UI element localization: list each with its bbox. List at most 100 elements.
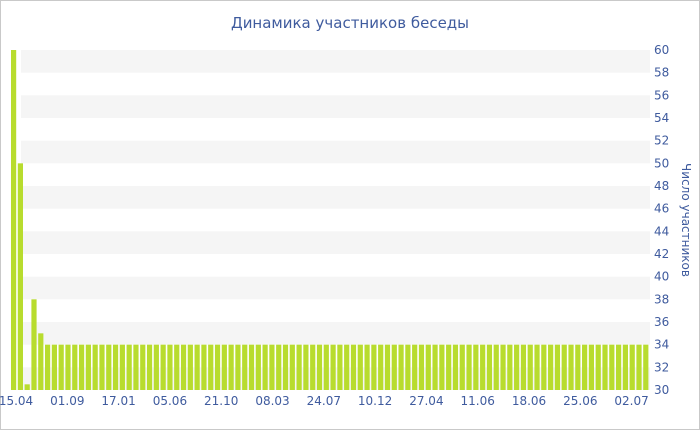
bar	[187, 344, 193, 390]
bar	[208, 344, 214, 390]
bar	[541, 344, 547, 390]
y-tick-label: 46	[654, 202, 669, 216]
bar	[201, 344, 207, 390]
bar	[643, 344, 649, 390]
bar	[133, 344, 139, 390]
bar	[310, 344, 316, 390]
grid-band	[21, 276, 650, 300]
bar	[561, 344, 567, 390]
bar	[289, 344, 295, 390]
bar	[554, 344, 561, 390]
bar	[146, 344, 153, 390]
bar	[167, 344, 173, 390]
x-tick-label: 17.01	[101, 394, 135, 408]
bar	[160, 344, 166, 390]
bar	[425, 344, 431, 390]
y-tick-label: 30	[654, 383, 669, 397]
y-tick-label: 42	[654, 247, 669, 261]
bar	[350, 344, 357, 390]
bar	[65, 344, 71, 390]
x-tick-label: 27.04	[409, 394, 443, 408]
grid-band	[21, 186, 650, 209]
grid-band	[21, 140, 650, 164]
bar	[514, 344, 520, 390]
bar	[520, 344, 527, 390]
x-tick-label: 05.06	[153, 394, 187, 408]
grid-band	[21, 95, 650, 118]
x-axis-ticks: 15.04 01.09 17.01 05.06 21.10 08.03 24.07 10.12…	[0, 394, 649, 408]
bar	[235, 344, 241, 390]
bar	[486, 344, 493, 390]
x-tick-label: 02.07	[614, 394, 648, 408]
bar	[194, 344, 200, 390]
x-tick-label: 24.07	[307, 394, 341, 408]
bar	[255, 344, 261, 390]
bar	[180, 344, 187, 390]
bar	[85, 344, 91, 390]
bar	[466, 344, 472, 390]
bar	[588, 344, 595, 390]
bar	[316, 344, 323, 390]
bar	[405, 344, 411, 390]
y-tick-label: 50	[654, 156, 669, 170]
bar	[58, 344, 64, 390]
bar	[24, 384, 30, 390]
y-tick-label: 44	[654, 224, 669, 238]
bar	[357, 344, 363, 390]
y-axis-ticks: 30 32 34 36 38 40 42 44 46 48 50 52 54 56 58 60	[654, 43, 669, 397]
bar	[568, 344, 574, 390]
x-tick-label: 10.12	[358, 394, 392, 408]
x-tick-label: 21.10	[204, 394, 238, 408]
bar	[602, 344, 608, 390]
bar	[636, 344, 642, 390]
bar	[269, 344, 275, 390]
x-tick-label: 11.06	[461, 394, 495, 408]
bar	[92, 344, 98, 390]
bar	[44, 344, 51, 390]
bar	[31, 299, 37, 390]
bar	[493, 344, 499, 390]
x-tick-label: 15.04	[0, 394, 33, 408]
bar	[38, 333, 44, 390]
bar	[78, 344, 85, 390]
bar	[398, 344, 404, 390]
bar	[439, 344, 445, 390]
bar	[534, 344, 540, 390]
bar	[323, 344, 329, 390]
grid-band	[21, 322, 650, 345]
y-tick-label: 40	[654, 270, 669, 284]
y-tick-label: 34	[654, 338, 669, 352]
y-tick-label: 52	[654, 134, 669, 148]
bar	[459, 344, 465, 390]
y-tick-label: 58	[654, 66, 669, 80]
bar	[418, 344, 425, 390]
x-tick-label: 25.06	[563, 394, 597, 408]
y-tick-label: 54	[654, 111, 669, 125]
bar	[432, 344, 438, 390]
y-tick-label: 56	[654, 88, 669, 102]
bar	[72, 344, 78, 390]
y-tick-label: 60	[654, 43, 669, 57]
bar	[330, 344, 336, 390]
bar	[262, 344, 268, 390]
bar	[507, 344, 513, 390]
x-tick-label: 18.06	[512, 394, 546, 408]
bar	[446, 344, 452, 390]
bar-series	[11, 50, 649, 390]
bar	[364, 344, 370, 390]
bar	[126, 344, 132, 390]
bar	[452, 344, 459, 390]
bar	[582, 344, 588, 390]
bar	[412, 344, 418, 390]
bar	[629, 344, 635, 390]
bar	[11, 50, 17, 390]
y-tick-label: 32	[654, 360, 669, 374]
bar	[51, 344, 57, 390]
bar	[391, 344, 397, 390]
bar	[282, 344, 289, 390]
bar	[371, 344, 377, 390]
y-tick-label: 48	[654, 179, 669, 193]
bar	[378, 344, 384, 390]
bar	[174, 344, 180, 390]
